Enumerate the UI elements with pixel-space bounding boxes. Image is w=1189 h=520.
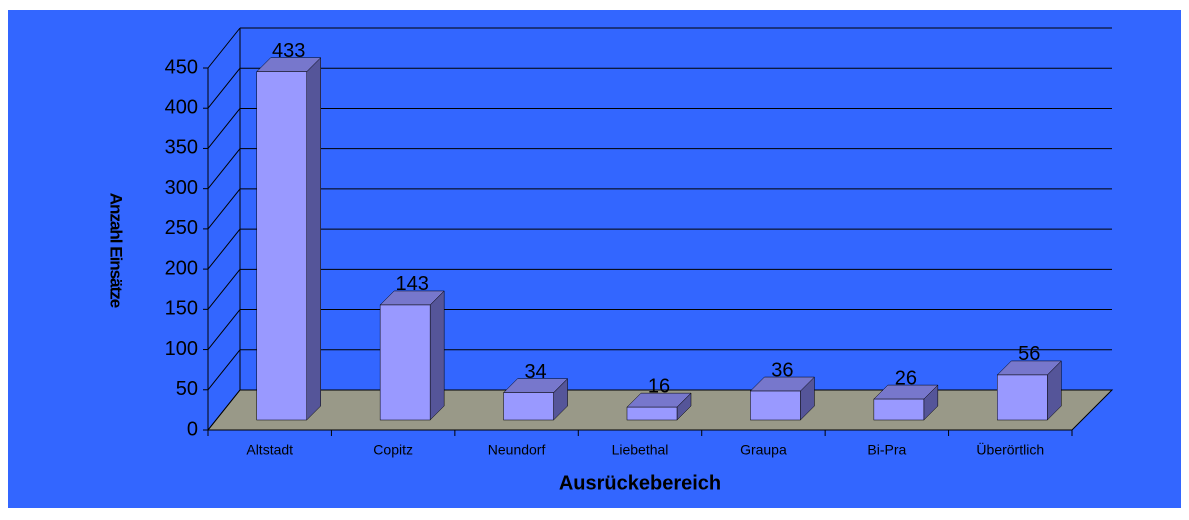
y-tick-label: 100	[165, 338, 198, 360]
bar	[379, 304, 431, 421]
grid-line-side	[207, 349, 241, 391]
value-label: 26	[895, 367, 917, 389]
y-tick-label: 450	[165, 56, 198, 78]
bar	[873, 398, 925, 421]
x-tick-label: Neundorf	[488, 442, 546, 458]
x-tick-label: Altstadt	[246, 442, 293, 458]
grid-line-side	[207, 148, 241, 189]
y-tick-label: 300	[165, 177, 198, 199]
y-tick-label: 50	[176, 378, 198, 400]
value-label: 36	[771, 359, 793, 381]
y-tick-label: 400	[165, 97, 198, 119]
bar	[750, 390, 801, 421]
grid-line-side	[207, 188, 241, 230]
y-tick-label: 350	[165, 137, 198, 159]
grid-line-side	[207, 269, 241, 310]
grid-line-side	[207, 67, 241, 109]
value-label: 56	[1018, 343, 1040, 365]
value-label: 16	[648, 375, 670, 397]
grid-line-side	[207, 309, 241, 350]
grid-line-side	[207, 108, 241, 149]
y-tick-label: 150	[165, 298, 198, 320]
y-tick-label: 250	[165, 217, 198, 239]
bar-side	[306, 57, 321, 421]
bar	[626, 406, 678, 421]
grid-line-side	[207, 27, 241, 69]
x-tick-label: Bi-Pra	[867, 442, 906, 458]
grid-line-side	[207, 389, 241, 431]
x-tick-label: Copitz	[373, 442, 413, 458]
value-label: 433	[272, 40, 305, 62]
grid-line-side	[207, 228, 241, 270]
value-label: 143	[395, 273, 428, 295]
y-axis-title: Anzahl Einsätze	[107, 193, 126, 308]
bar	[256, 71, 307, 421]
y-tick-label: 200	[165, 257, 198, 279]
x-tick-label: Liebethal	[612, 442, 669, 458]
y-tick-label: 0	[187, 418, 198, 440]
value-label: 34	[524, 361, 546, 383]
x-tick-label: Überörtlich	[976, 441, 1044, 458]
bar	[997, 374, 1048, 421]
x-axis-title: Ausrückebereich	[559, 472, 721, 494]
bar	[503, 392, 554, 421]
bar-side	[429, 290, 445, 421]
x-tick-label: Graupa	[740, 442, 787, 458]
